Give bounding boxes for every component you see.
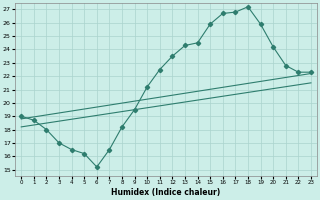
X-axis label: Humidex (Indice chaleur): Humidex (Indice chaleur): [111, 188, 221, 197]
